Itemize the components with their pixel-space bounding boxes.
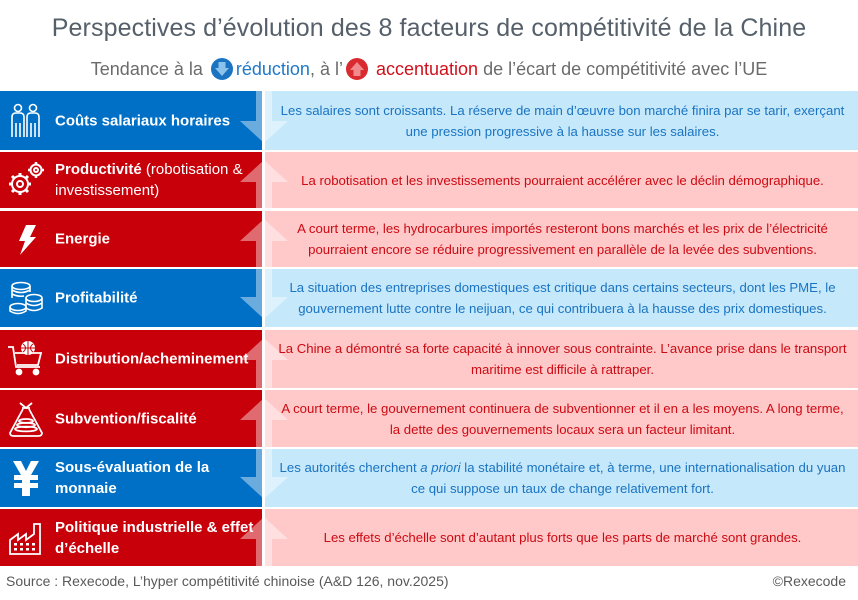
factor-description: La robotisation et les investissements p… [265,152,858,208]
coins-icon [9,281,43,315]
subtitle-accentuation: accentuation [375,59,479,79]
factor-label: Profitabilité [55,289,138,307]
factor-label: Subvention/fiscalité [55,410,197,427]
factor-label: Sous-évaluation de la monnaie [55,459,210,497]
cart-globe-icon [8,341,43,376]
arrow-up-circle-icon [345,58,368,80]
factor-label: Productivité (robotisation & investissem… [55,161,243,199]
lightning-icon [19,225,36,255]
factor-row-energie: Energie A court terme, les hydrocarbures… [0,211,858,267]
factor-label-box: Energie [0,211,262,267]
factor-row-productivite: Productivité (robotisation & investissem… [0,152,858,208]
factor-row-sous-evaluation: Sous-évaluation de la monnaie Les autori… [0,449,858,507]
arrow-down-circle-icon [210,58,233,80]
factor-label-box: Sous-évaluation de la monnaie [0,449,262,507]
factor-row-couts-salariaux: Coûts salariaux horaires Les salaires so… [0,91,858,150]
factor-label: Energie [55,230,111,248]
subtitle-prefix: Tendance à la [90,59,203,79]
factor-label-box: Politique industrielle & effet d’échelle [0,509,262,566]
factor-row-politique-industrielle: Politique industrielle & effet d’échelle… [0,509,858,566]
factor-row-distribution: Distribution/acheminement La Chine a dém… [0,330,858,388]
subtitle-middle: , à l’ [309,59,343,79]
legend-subtitle: Tendance à la réduction, à l’ accentuati… [0,58,858,80]
factor-description: La Chine a démontré sa forte capacité à … [265,330,858,388]
copyright: ©Rexecode [772,573,846,589]
factor-label-box: Profitabilité [0,269,262,327]
factor-description: Les salaires sont croissants. La réserve… [265,91,858,150]
factor-label: Distribution/acheminement [55,350,249,368]
yen-icon [13,461,39,496]
factor-row-profitabilite: Profitabilité La situation des entrepris… [0,269,858,327]
factor-label: Coûts salariaux horaires [55,112,231,129]
factor-label-box: Productivité (robotisation & investissem… [0,152,262,208]
page-title: Perspectives d’évolution des 8 facteurs … [51,14,807,42]
factor-description: La situation des entreprises domestiques… [265,269,858,327]
factor-label-box: Distribution/acheminement [0,330,262,388]
factor-description: A court terme, le gouvernement continuer… [265,390,858,447]
factor-row-subvention: Subvention/fiscalité A court terme, le g… [0,390,858,447]
money-bag-icon [9,401,43,437]
factor-description: A court terme, les hydrocarbures importé… [265,211,858,267]
factor-label-box: Subvention/fiscalité [0,390,262,447]
factory-icon [9,522,41,555]
factor-label-box: Coûts salariaux horaires [0,91,262,150]
source-note: Source : Rexecode, L’hyper compétitivité… [6,573,449,589]
subtitle-reduction: réduction [235,59,310,79]
subtitle-suffix: de l’écart de compétitivité avec l’UE [483,59,768,79]
factor-description: Les effets d’échelle sont d’autant plus … [265,509,858,566]
people-icon [11,103,40,137]
gears-icon [9,162,44,195]
factor-description: Les autorités cherchent a priori la stab… [265,449,858,507]
factor-label: Politique industrielle & effet d’échelle [55,518,254,557]
